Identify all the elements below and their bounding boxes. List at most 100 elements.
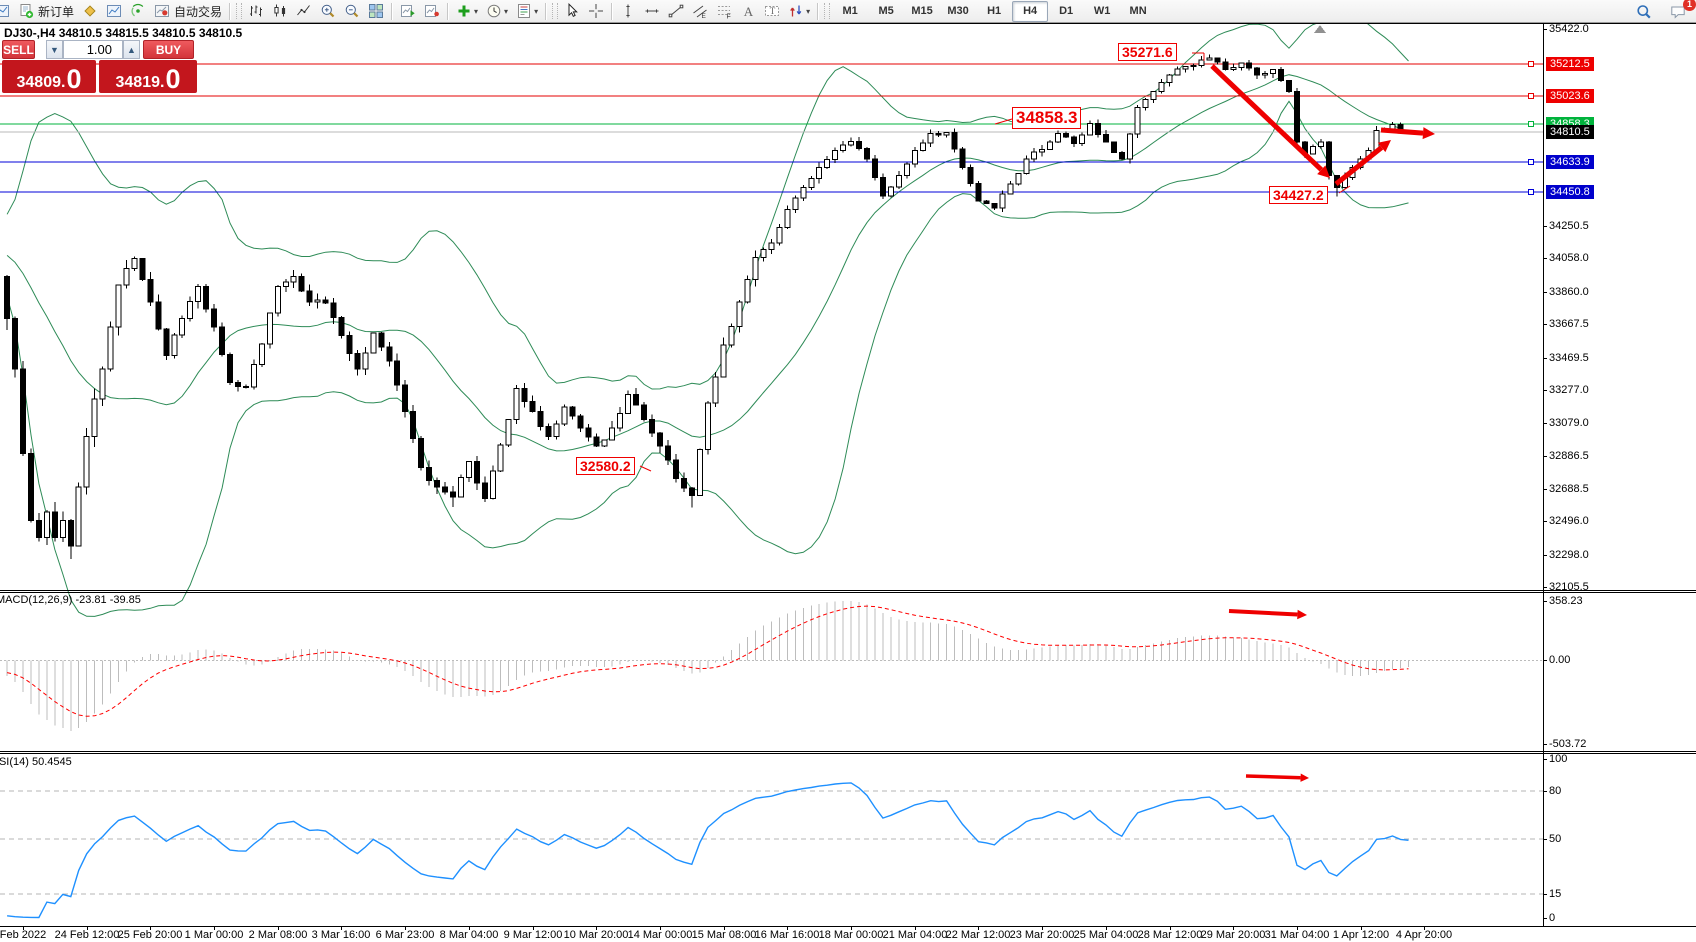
timeframe-m5-button[interactable]: M5	[878, 5, 894, 17]
buy-button[interactable]: BUY	[143, 40, 194, 59]
y-axis-label: 32298.0	[1549, 549, 1589, 561]
vertical-line-tool-button[interactable]	[616, 0, 640, 22]
line-endpoint-marker[interactable]	[1528, 159, 1534, 165]
timeframe-mn-button[interactable]: MN	[1129, 5, 1147, 17]
y-axis-tick	[1543, 587, 1547, 588]
time-axis-tick	[214, 926, 215, 930]
timeframe-d1-button[interactable]: D1	[1059, 5, 1074, 17]
chart-title: DJ30-,H4 34810.5 34815.5 34810.5 34810.5	[4, 26, 243, 40]
templates-button[interactable]: ▾	[512, 0, 542, 22]
time-axis-label: 14 Mar 00:00	[627, 929, 693, 941]
horizontal-line-tool-button[interactable]	[640, 0, 664, 22]
time-axis-label: 3 Mar 16:00	[311, 929, 371, 941]
toolbar-drag-handle[interactable]	[236, 3, 243, 19]
time-axis-tick	[533, 926, 534, 930]
signals-button[interactable]	[126, 0, 150, 22]
y-axis-tick	[1543, 555, 1547, 556]
time-axis-label: 29 Mar 20:00	[1200, 929, 1266, 941]
chart-autoscroll-icon	[424, 3, 440, 19]
new-order-button[interactable]: 新订单	[14, 0, 78, 22]
time-axis-label: 24 Feb 12:00	[54, 929, 120, 941]
dropdown-arrow-icon: ▾	[534, 6, 539, 16]
toolbar-drag-handle[interactable]	[552, 3, 559, 19]
candlestick-chart-button[interactable]	[268, 0, 292, 22]
search-button[interactable]	[1632, 1, 1656, 23]
zoom-out-icon	[344, 3, 360, 19]
timeframe-m15-button[interactable]: M15	[911, 5, 933, 17]
time-axis-tick	[405, 926, 406, 930]
chart-autoscroll-button[interactable]	[420, 0, 444, 22]
bar-chart-button[interactable]	[244, 0, 268, 22]
vertical-line-icon	[620, 3, 636, 19]
chart-window-icon	[0, 3, 10, 19]
channel-tool-button[interactable]: E	[688, 0, 712, 22]
panel-separator[interactable]	[0, 751, 1696, 752]
text-label-icon: T	[764, 3, 780, 19]
time-axis-tick	[660, 926, 661, 930]
y-axis-label: 33277.0	[1549, 384, 1589, 396]
text-label-tool-button[interactable]: T	[760, 0, 784, 22]
cursor-tool-button[interactable]	[560, 0, 584, 22]
volume-decrease-button[interactable]: ▼	[46, 40, 63, 59]
toolbar-drag-handle[interactable]	[824, 3, 831, 19]
order-cube-icon	[82, 3, 98, 19]
clipped-toolbar-button[interactable]	[0, 0, 14, 22]
timeframe-w1-button[interactable]: W1	[1093, 5, 1111, 17]
add-indicator-button[interactable]: ▾	[452, 0, 482, 22]
line-endpoint-marker[interactable]	[1528, 61, 1534, 67]
main-chart-canvas[interactable]	[0, 23, 1543, 926]
arrows-tool-button[interactable]: ▾	[784, 0, 814, 22]
line-endpoint-marker[interactable]	[1528, 121, 1534, 127]
timeframe-m30-button[interactable]: M30	[947, 5, 969, 17]
line-chart-button[interactable]	[292, 0, 316, 22]
panel-separator[interactable]	[0, 590, 1696, 591]
buy-price[interactable]: 34819. 0	[99, 60, 197, 93]
timeframe-m1-button[interactable]: M1	[842, 5, 858, 17]
time-axis-label: Feb 2022	[0, 929, 47, 941]
rsi-axis-label: 80	[1549, 785, 1562, 797]
timeframe-h1-button[interactable]: H1	[987, 5, 1002, 17]
line-endpoint-marker[interactable]	[1528, 189, 1534, 195]
time-axis-tick	[23, 926, 24, 930]
bar-chart-icon	[248, 3, 264, 19]
autotrading-button[interactable]: 自动交易	[150, 0, 226, 22]
time-axis-label: 23 Mar 20:00	[1009, 929, 1075, 941]
panel-separator[interactable]	[0, 592, 1696, 593]
rsi-axis-tick	[1543, 918, 1547, 919]
text-tool-button[interactable]: A	[736, 0, 760, 22]
sell-price[interactable]: 34809. 0	[2, 60, 96, 93]
macd-axis-label: 358.23	[1549, 595, 1583, 607]
periods-button[interactable]: ▾	[482, 0, 512, 22]
timeframe-group: M1 M5 M15 M30 H1 H4 D1 W1 MN	[832, 0, 1156, 22]
time-axis-border	[0, 926, 1696, 927]
chart-shift-button[interactable]	[396, 0, 420, 22]
arrows-icon	[788, 3, 804, 19]
macd-axis-tick	[1543, 660, 1547, 661]
zoom-out-button[interactable]	[340, 0, 364, 22]
clock-icon	[486, 3, 502, 19]
panel-separator[interactable]	[0, 753, 1696, 754]
macd-axis-label: 0.00	[1549, 654, 1571, 666]
notifications-button[interactable]: 1	[1666, 0, 1696, 23]
rsi-axis-label: 50	[1549, 833, 1562, 845]
time-axis-label: 21 Mar 04:00	[882, 929, 948, 941]
tile-windows-button[interactable]	[364, 0, 388, 22]
annotation-35271[interactable]: 35271.6	[1118, 43, 1177, 62]
annotation-34858[interactable]: 34858.3	[1012, 107, 1082, 129]
market-depth-button[interactable]	[78, 0, 102, 22]
chart-region: 35422.0 34250.5 34058.0 33860.0 33667.5 33469…	[0, 23, 1696, 942]
sell-button[interactable]: SELL	[2, 40, 35, 59]
volume-input[interactable]: 1.00	[63, 40, 123, 59]
toolbar: 新订单 自动交易 ▾ ▾ ▾	[0, 0, 1696, 23]
volume-increase-button[interactable]: ▲	[123, 40, 140, 59]
equidistant-channel-icon: E	[692, 3, 708, 20]
crosshair-tool-button[interactable]	[584, 0, 608, 22]
trendline-tool-button[interactable]	[664, 0, 688, 22]
line-endpoint-marker[interactable]	[1528, 93, 1534, 99]
annotation-34427[interactable]: 34427.2	[1269, 186, 1328, 205]
annotation-32580[interactable]: 32580.2	[576, 457, 635, 476]
new-chart-button[interactable]	[102, 0, 126, 22]
timeframe-h4-button[interactable]: H4	[1012, 0, 1049, 22]
fibonacci-tool-button[interactable]: F	[712, 0, 736, 22]
zoom-in-button[interactable]	[316, 0, 340, 22]
